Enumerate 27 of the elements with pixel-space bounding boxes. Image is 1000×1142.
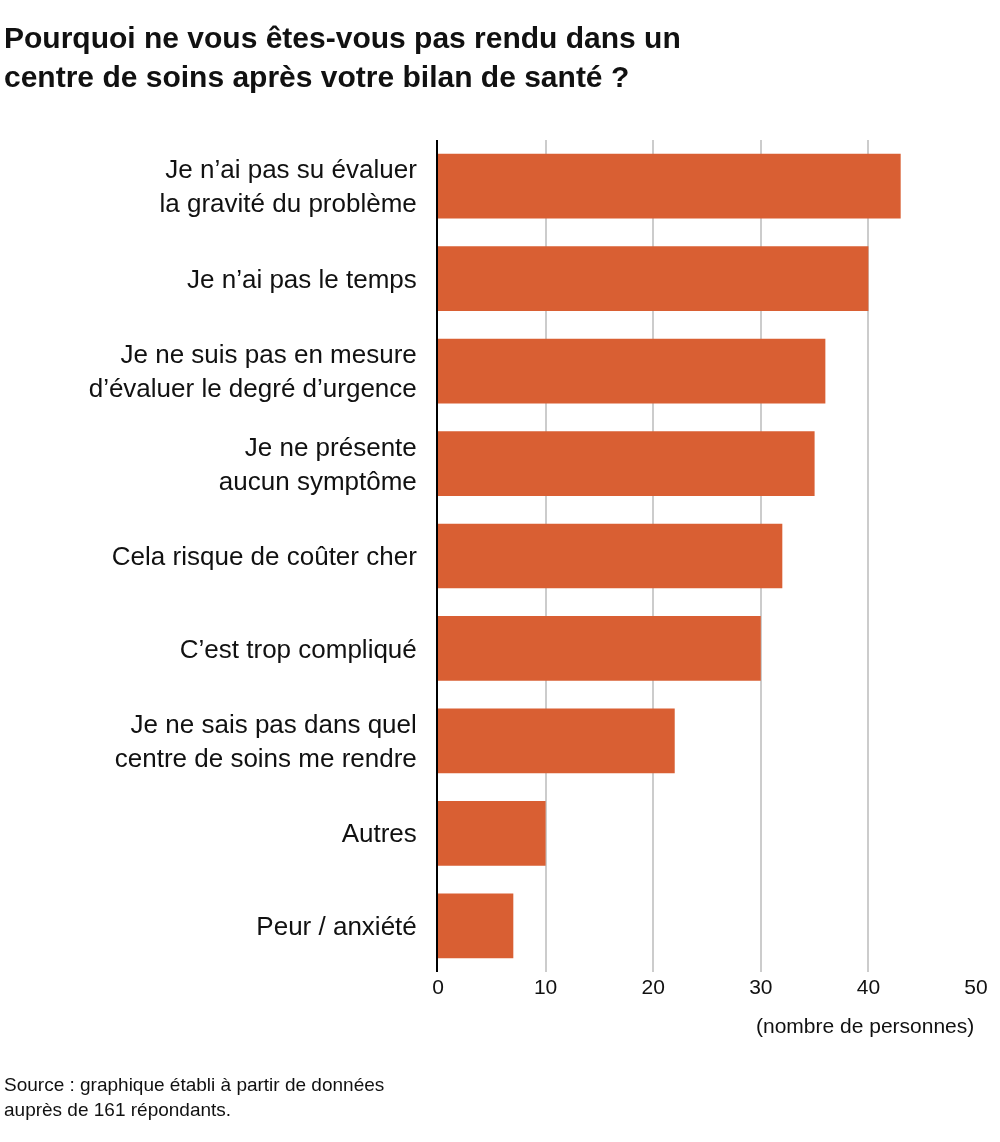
y-tick-label: C’est trop compliqué — [179, 633, 417, 664]
y-tick-label: Je ne suis pas en mesure d’évaluer le degré d’urgence — [88, 339, 417, 404]
y-tick-label: Je ne sais pas dans quel centre de soins me rendre — [114, 709, 417, 773]
x-tick-label: 0 — [432, 975, 444, 998]
y-tick-label: Autres — [341, 818, 417, 849]
bar — [438, 338, 826, 404]
bar — [438, 616, 761, 681]
bar — [438, 523, 783, 589]
y-tick-label: Je ne présente aucun symptôme — [218, 431, 417, 496]
bar — [438, 800, 546, 866]
y-tick-label: Cela risque de coûter cher — [111, 541, 418, 572]
x-tick-label: 20 — [641, 975, 665, 998]
x-axis-title: (nombre de personnes) — [756, 1014, 975, 1037]
bar — [438, 431, 815, 496]
bar — [438, 153, 901, 219]
bar — [438, 708, 675, 774]
y-tick-label: Je n’ai pas le temps — [187, 263, 417, 294]
bar — [438, 893, 514, 959]
x-tick-label: 40 — [856, 975, 881, 998]
y-tick-label: Peur / anxiété — [256, 910, 417, 941]
x-tick-label: 50 — [964, 975, 988, 998]
bar — [438, 246, 869, 312]
y-tick-label: Je n’ai pas su évaluer la gravité du problème — [159, 154, 418, 219]
chart-title: Pourquoi ne vous êtes-vous pas rendu dans un centre de soins après votre bilan de santé ? — [4, 21, 681, 93]
x-tick-label: 10 — [533, 975, 558, 998]
source-note: Source : graphique établi à partir de données auprès de 161 répondants. — [4, 1074, 385, 1120]
x-tick-label: 30 — [749, 975, 773, 998]
